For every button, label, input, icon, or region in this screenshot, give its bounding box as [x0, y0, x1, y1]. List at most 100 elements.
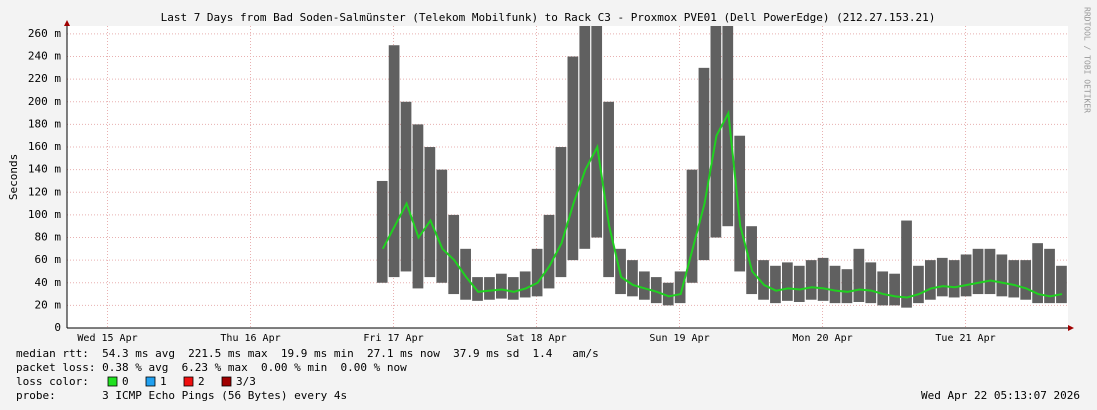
y-tick-label: 60 m [35, 253, 62, 266]
y-tick-label: 120 m [28, 185, 61, 198]
smoke [674, 271, 686, 304]
smoke [936, 257, 948, 297]
y-arrow [64, 20, 70, 26]
smoke [1056, 265, 1067, 304]
loss-color-label: loss color: [16, 375, 89, 388]
loss-swatch [183, 376, 194, 387]
x-arrow [1068, 325, 1074, 331]
y-tick-label: 220 m [28, 72, 61, 85]
smoke [507, 277, 519, 300]
smoke [603, 101, 614, 278]
smoke [805, 260, 817, 300]
smoke [662, 282, 674, 306]
smoke [567, 56, 579, 261]
smoke [1044, 248, 1055, 304]
x-tick-label: Mon 20 Apr [792, 333, 852, 344]
loss-swatch [221, 376, 232, 387]
smoke [472, 277, 483, 301]
median-line [381, 109, 1063, 299]
smoke [722, 26, 734, 227]
smoke [889, 273, 900, 306]
x-tick-label: Thu 16 Apr [220, 333, 280, 344]
smoke [746, 226, 757, 295]
loss-color-name: 0 [122, 375, 129, 388]
smoke [758, 260, 769, 300]
smoke [412, 124, 424, 289]
smoke [984, 248, 996, 295]
timestamp: Wed Apr 22 05:13:07 2026 [921, 389, 1080, 402]
smoke [424, 147, 436, 278]
y-tick-label: 40 m [35, 276, 62, 289]
smoke [841, 269, 853, 304]
loss-color-name: 1 [160, 375, 167, 388]
smoke [1032, 243, 1043, 304]
y-tick-label: 240 m [28, 50, 61, 63]
loss-line: packet loss: 0.38 % avg 6.23 % max 0.00 … [16, 361, 407, 374]
smoke [901, 220, 912, 308]
smoke [376, 180, 388, 283]
loss-legend: 0 1 2 3/3 [107, 375, 256, 388]
x-tick-label: Sun 19 Apr [649, 333, 709, 344]
x-tick-label: Tue 21 Apr [935, 333, 995, 344]
y-tick-label: 100 m [28, 208, 61, 221]
smoke [627, 260, 638, 297]
stats-line: median rtt: 54.3 ms avg 221.5 ms max 19.… [16, 347, 599, 360]
smoke [555, 147, 567, 278]
y-tick-label: 0 [54, 321, 61, 334]
smoke [925, 260, 936, 300]
smoke [793, 265, 805, 302]
smoke [496, 273, 507, 299]
smoke [579, 26, 591, 249]
x-tick-label: Sat 18 Apr [506, 333, 566, 344]
smoke [865, 262, 877, 304]
smoke [877, 271, 889, 306]
y-tick-label: 160 m [28, 140, 61, 153]
smoke [710, 26, 722, 238]
smoke [817, 257, 829, 301]
smoke [734, 135, 746, 272]
y-tick-label: 260 m [28, 27, 61, 40]
smoke [519, 271, 531, 298]
y-tick-label: 80 m [35, 231, 62, 244]
smoke [853, 248, 865, 302]
plot: 0 20 m 40 m 60 m 80 m 100 m 120 m 140 m 160 m 180… [28, 26, 1068, 344]
chart-title: Last 7 Days from Bad Soden-Salmünster (T… [161, 11, 936, 24]
smoke [591, 26, 603, 238]
smoke [948, 260, 960, 298]
x-tick-label: Fri 17 Apr [363, 333, 423, 344]
smoke [1008, 260, 1020, 298]
loss-swatch [145, 376, 156, 387]
smoke [400, 101, 412, 272]
smoke [770, 265, 781, 304]
smoke [639, 271, 650, 300]
smoke [996, 254, 1008, 297]
smoke [543, 214, 555, 289]
smoke [913, 265, 924, 304]
side-label: RRDTOOL / TOBI OETIKER [1083, 7, 1092, 113]
y-tick-label: 20 m [35, 298, 62, 311]
smoke [436, 169, 448, 283]
smoke [448, 214, 460, 295]
smoke [460, 248, 471, 300]
loss-color-name: 3/3 [236, 375, 256, 388]
smoke [531, 248, 543, 297]
loss-color-name: 2 [198, 375, 205, 388]
smoke [960, 254, 972, 297]
probe-line: probe: 3 ICMP Echo Pings (56 Bytes) ever… [16, 389, 347, 402]
smoke [484, 277, 495, 300]
y-axis-label: Seconds [7, 154, 20, 200]
smoke [782, 262, 793, 301]
smoke [388, 45, 400, 278]
smoke [650, 277, 662, 304]
y-tick-label: 200 m [28, 95, 61, 108]
y-tick-label: 140 m [28, 163, 61, 176]
loss-swatch [107, 376, 118, 387]
y-tick-label: 180 m [28, 117, 61, 130]
smoke [698, 67, 710, 261]
smoke [829, 265, 841, 304]
smoke [686, 169, 698, 283]
x-tick-label: Wed 15 Apr [77, 333, 137, 344]
smoke [1020, 260, 1032, 300]
smoke [972, 248, 984, 295]
